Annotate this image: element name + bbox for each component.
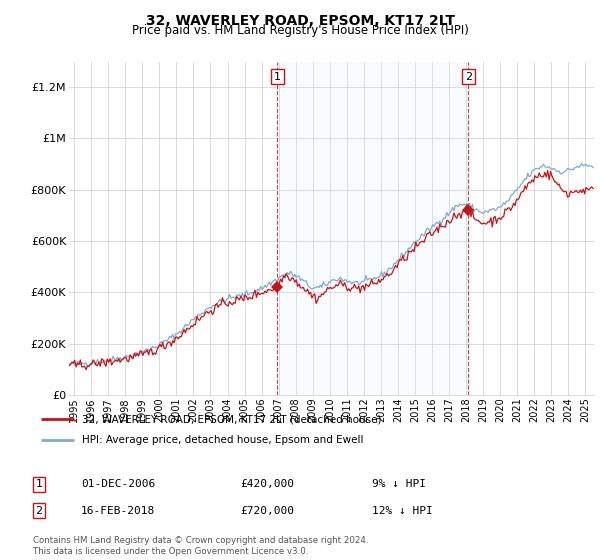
Text: £720,000: £720,000 <box>240 506 294 516</box>
Text: £420,000: £420,000 <box>240 479 294 489</box>
Text: 16-FEB-2018: 16-FEB-2018 <box>81 506 155 516</box>
Bar <box>277 62 468 395</box>
Text: 9% ↓ HPI: 9% ↓ HPI <box>372 479 426 489</box>
Text: Price paid vs. HM Land Registry's House Price Index (HPI): Price paid vs. HM Land Registry's House … <box>131 24 469 36</box>
Text: Contains HM Land Registry data © Crown copyright and database right 2024.
This d: Contains HM Land Registry data © Crown c… <box>33 536 368 556</box>
Text: HPI: Average price, detached house, Epsom and Ewell: HPI: Average price, detached house, Epso… <box>82 435 364 445</box>
Text: 32, WAVERLEY ROAD, EPSOM, KT17 2LT (detached house): 32, WAVERLEY ROAD, EPSOM, KT17 2LT (deta… <box>82 414 382 424</box>
Text: 1: 1 <box>35 479 43 489</box>
Text: 32, WAVERLEY ROAD, EPSOM, KT17 2LT: 32, WAVERLEY ROAD, EPSOM, KT17 2LT <box>146 14 455 28</box>
Text: 01-DEC-2006: 01-DEC-2006 <box>81 479 155 489</box>
Text: 1: 1 <box>274 72 281 82</box>
Text: 2: 2 <box>35 506 43 516</box>
Text: 2: 2 <box>464 72 472 82</box>
Text: 12% ↓ HPI: 12% ↓ HPI <box>372 506 433 516</box>
